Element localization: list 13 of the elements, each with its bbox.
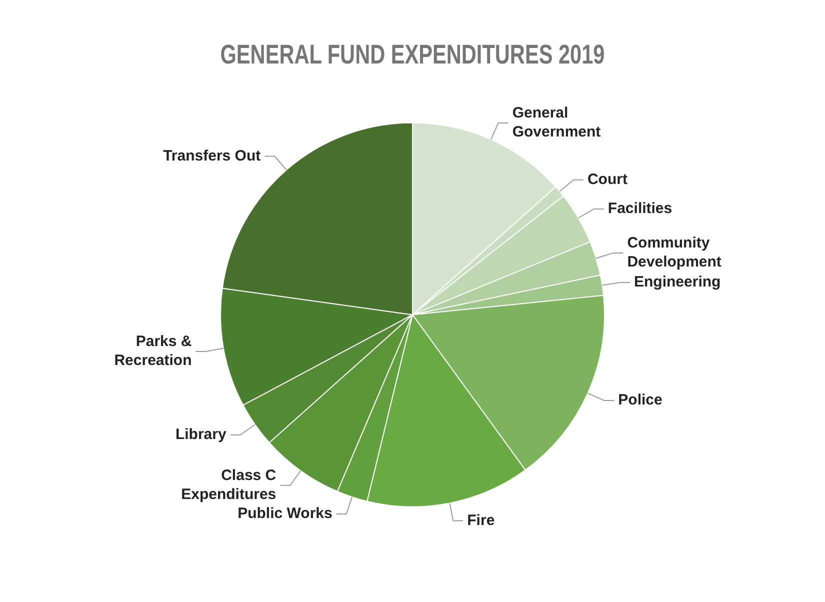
slice-label: Police	[618, 392, 662, 409]
slice-label: Transfers Out	[163, 147, 261, 164]
slice-label: Fire	[467, 512, 495, 529]
slice-label: Community Development	[627, 234, 722, 271]
slice-label: Court	[587, 170, 628, 188]
slice-label: Facilities	[608, 200, 672, 218]
slice-label: Parks & Recreation	[114, 333, 192, 370]
slice-label: Library	[175, 426, 227, 444]
slice-label: Public Works	[238, 505, 332, 522]
slice-label: General Government	[512, 104, 601, 141]
slice-label: Engineering	[634, 274, 721, 291]
slice-label: Class C Expenditures	[181, 467, 276, 504]
chart-title: GENERAL FUND EXPENDITURES 2019	[220, 40, 605, 70]
